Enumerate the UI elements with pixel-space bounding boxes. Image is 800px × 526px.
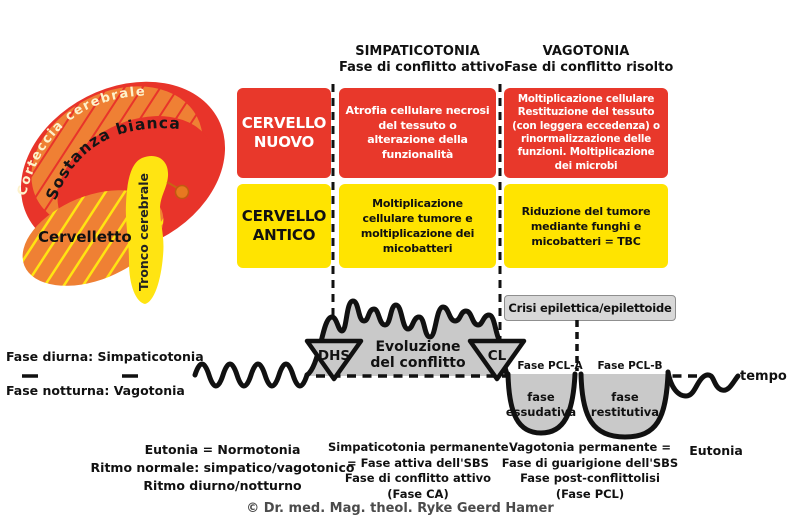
timeline-chart: DHS CL Evoluzione del conflitto Fase PCL… [22,298,787,440]
conflict-mountain-fill [309,301,506,376]
eutonia-right-label: Eutonia [689,443,743,458]
bottom-left-block: Eutonia = Normotonia Ritmo normale: simp… [75,441,370,495]
text-line: Ritmo diurno/notturno [143,478,302,493]
box-riduzione-tumore: Riduzione del tumore mediante funghi e m… [504,184,668,268]
header-title: SIMPATICOTONIA [355,44,480,59]
pcl-b-label: Fase PCL-B [597,360,662,372]
box-tumore-micobatteri: Moltiplicazione cellulare tumore e molti… [339,184,496,268]
bottom-middle-block: Simpaticotonia permanente = Fase attiva … [328,440,509,502]
cerebellum-label: Cervelletto [38,228,132,246]
essudativa-label-line2: essudativa [506,405,576,419]
dhs-label: DHS [318,348,350,364]
copyright: © Dr. med. Mag. theol. Ryke Geerd Hamer [246,501,554,516]
pcl-a-basin [505,371,578,436]
text-line: Eutonia = Normotonia [144,442,301,457]
dhs-triangle [304,338,364,382]
cl-label: CL [488,348,507,364]
text-line: (Fase CA) [387,486,449,501]
tempo-label: tempo [740,369,787,384]
box-cervello-antico-label: CERVELLO ANTICO [237,184,331,268]
header-title: VAGOTONIA [542,44,630,59]
eutonia-wave-left [192,361,310,389]
text-line: Fase post-conflittolisi [520,471,660,485]
conflict-mountain-ridge [304,298,510,378]
text-line: Fase di conflitto attivo [344,471,492,485]
text-line: Ritmo normale: simpatico/vagotonico [90,460,355,475]
eutonia-wave-right [665,369,741,399]
text-line: Vagotonia permanente = [508,440,671,454]
night-phase-label: Fase notturna: Vagotonia [6,383,185,398]
pcl-b-basin [578,371,671,440]
text-line: Fase di guarigione dell'SBS [501,455,679,470]
header-subtitle: Fase di conflitto attivo [339,60,505,75]
cl-triangle [467,338,527,382]
box-cervello-nuovo-label: CERVELLO NUOVO [237,88,331,178]
evolution-label-line2: del conflitto [370,355,466,371]
essudativa-label-line1: fase [527,390,555,404]
bottom-right-block: Vagotonia permanente = Fase di guarigion… [492,440,688,502]
box-moltiplicazione-restituzione: Moltiplicazione cellulare Restituzione d… [504,88,668,178]
brain-diagram: Corteccia cerebrale Sostanza bianca Cerv… [15,81,226,304]
header-simpaticotonia: SIMPATICOTONIA Fase di conflitto attivo [339,44,505,76]
restitutiva-label-line1: fase [611,390,639,404]
pcl-a-label: Fase PCL-A [517,360,583,372]
text-line: (Fase PCL) [555,486,625,501]
header-vagotonia: VAGOTONIA Fase di conflitto risolto [504,44,674,76]
evolution-label-line1: Evoluzione [375,339,460,355]
day-phase-label: Fase diurna: Simpaticotonia [6,349,204,364]
brainstem-label: Tronco cerebrale [136,173,151,291]
hypophysis-dot [174,184,190,200]
text-line: Simpaticotonia permanente [328,440,509,454]
text-line: = Fase attiva dell'SBS [347,455,489,470]
crisis-box: Crisi epilettica/epilettoide [504,295,676,321]
box-atrofia-cellulare: Atrofia cellulare necrosi del tessuto o … [339,88,496,178]
brainstem-shape [125,156,169,304]
header-subtitle: Fase di conflitto risolto [504,60,674,75]
restitutiva-label-line2: restitutiva [591,405,659,419]
